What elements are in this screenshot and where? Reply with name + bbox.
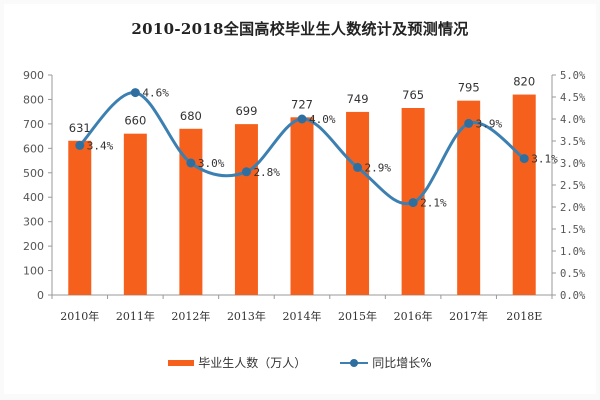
x-tick-label: 2016年: [394, 309, 433, 323]
bar-graduates: [179, 128, 203, 295]
growth-value-label: 2.1%: [420, 197, 447, 210]
bar-graduates: [234, 124, 258, 295]
left-tick-label: 700: [23, 118, 44, 131]
left-tick-label: 600: [23, 142, 44, 155]
growth-value-label: 3.4%: [87, 139, 114, 152]
bar-value-label: 765: [402, 88, 424, 102]
growth-point-marker: [353, 162, 363, 172]
bar-graduates: [290, 117, 314, 296]
left-tick-label: 300: [23, 216, 44, 229]
growth-point-marker: [297, 114, 307, 124]
growth-value-label: 3.9%: [476, 117, 503, 130]
x-tick-label: 2013年: [227, 309, 266, 323]
bar-value-label: 699: [235, 104, 257, 118]
growth-point-marker: [464, 118, 474, 128]
growth-point-marker: [408, 198, 418, 208]
bar-value-label: 795: [458, 81, 480, 95]
x-tick-label: 2010年: [60, 309, 99, 323]
line-marker-swatch-icon: [340, 358, 369, 367]
x-tick-label: 2012年: [171, 309, 210, 323]
bar-graduates: [512, 94, 536, 295]
right-tick-label: 3.0%: [560, 158, 586, 170]
right-tick-label: 3.5%: [560, 136, 586, 148]
bar-value-label: 680: [180, 109, 202, 123]
growth-value-label: 4.0%: [309, 113, 336, 126]
right-tick-label: 4.5%: [560, 92, 586, 104]
bar-swatch-icon: [168, 359, 195, 366]
growth-value-label: 4.6%: [142, 87, 169, 100]
legend-label-graduates: 毕业生人数（万人）: [198, 356, 307, 370]
growth-point-marker: [75, 140, 85, 150]
bar-value-label: 660: [124, 114, 146, 128]
bar-value-label: 631: [69, 121, 91, 135]
bar-value-label: 727: [291, 97, 313, 111]
left-tick-label: 900: [23, 69, 44, 82]
left-tick-label: 0: [37, 289, 44, 302]
x-tick-label: 2014年: [283, 309, 322, 323]
chart-legend: 毕业生人数（万人） 同比增长%: [0, 354, 600, 371]
growth-value-label: 3.1%: [531, 153, 558, 166]
right-tick-label: 5.0%: [560, 70, 586, 82]
right-tick-label: 1.0%: [560, 246, 586, 258]
growth-point-marker: [241, 167, 251, 177]
growth-point-marker: [186, 158, 196, 168]
left-tick-label: 200: [23, 240, 44, 253]
growth-point-marker: [519, 154, 529, 164]
legend-label-growth: 同比增长%: [372, 356, 432, 370]
growth-value-label: 2.9%: [365, 161, 392, 174]
bar-graduates: [68, 140, 92, 295]
legend-item-growth: 同比增长%: [340, 354, 432, 371]
left-tick-label: 400: [23, 191, 44, 204]
x-tick-label: 2011年: [116, 309, 155, 323]
bar-graduates: [457, 100, 481, 296]
x-tick-label: 2017年: [449, 309, 488, 323]
growth-point-marker: [130, 88, 140, 98]
right-tick-label: 1.5%: [560, 224, 586, 236]
left-tick-label: 800: [23, 93, 44, 106]
left-tick-label: 100: [23, 265, 44, 278]
right-tick-label: 0.0%: [560, 290, 586, 302]
x-tick-label: 2018E: [506, 310, 542, 323]
left-tick-label: 500: [23, 167, 44, 180]
legend-item-graduates: 毕业生人数（万人）: [168, 354, 306, 371]
right-tick-label: 2.0%: [560, 202, 586, 214]
growth-value-label: 2.8%: [253, 166, 280, 179]
right-tick-label: 4.0%: [560, 114, 586, 126]
right-tick-label: 0.5%: [560, 268, 586, 280]
right-tick-label: 2.5%: [560, 180, 586, 192]
bar-graduates: [346, 111, 370, 296]
bar-graduates: [123, 133, 147, 295]
bar-value-label: 820: [513, 75, 535, 89]
x-tick-label: 2015年: [338, 309, 377, 323]
growth-value-label: 3.0%: [198, 157, 225, 170]
chart-title: 2010-2018全国高校毕业生人数统计及预测情况: [131, 20, 469, 38]
bar-value-label: 749: [347, 92, 369, 106]
